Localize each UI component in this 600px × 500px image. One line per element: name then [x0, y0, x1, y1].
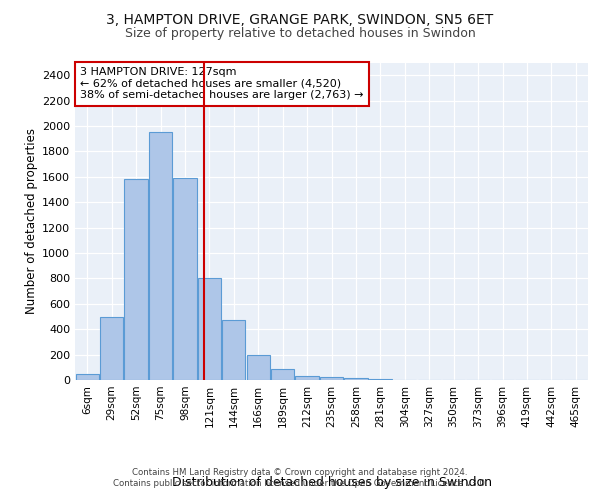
Text: 3 HAMPTON DRIVE: 127sqm
← 62% of detached houses are smaller (4,520)
38% of semi: 3 HAMPTON DRIVE: 127sqm ← 62% of detache…	[80, 68, 364, 100]
Bar	[149, 132, 172, 380]
Bar	[295, 376, 319, 380]
Bar	[222, 320, 245, 380]
X-axis label: Distribution of detached houses by size in Swindon: Distribution of detached houses by size …	[172, 476, 491, 488]
Bar	[76, 374, 99, 380]
Text: Contains HM Land Registry data © Crown copyright and database right 2024.
Contai: Contains HM Land Registry data © Crown c…	[113, 468, 487, 487]
Bar	[344, 378, 368, 380]
Bar	[198, 278, 221, 380]
Y-axis label: Number of detached properties: Number of detached properties	[25, 128, 38, 314]
Bar	[124, 180, 148, 380]
Bar	[100, 316, 123, 380]
Bar	[271, 368, 294, 380]
Bar	[173, 178, 197, 380]
Bar	[320, 377, 343, 380]
Bar	[247, 354, 270, 380]
Text: 3, HAMPTON DRIVE, GRANGE PARK, SWINDON, SN5 6ET: 3, HAMPTON DRIVE, GRANGE PARK, SWINDON, …	[106, 12, 494, 26]
Text: Size of property relative to detached houses in Swindon: Size of property relative to detached ho…	[125, 28, 475, 40]
